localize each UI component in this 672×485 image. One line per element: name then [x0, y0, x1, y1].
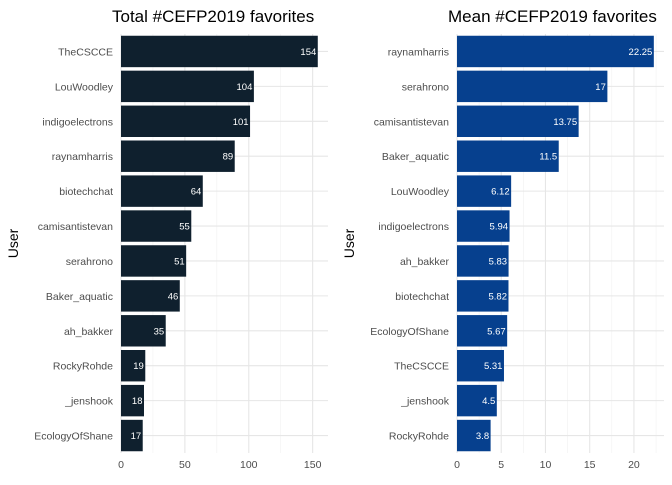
bar	[121, 175, 203, 207]
bar-value-label: 13.75	[553, 117, 577, 128]
bar-value-label: 154	[300, 47, 316, 58]
bar-value-label: 5.94	[490, 222, 509, 233]
bar-value-label: 5.31	[484, 361, 503, 372]
chart-panel-1: 154 TheCSCCE 104 LouWoodley 101 indigoelectro…	[5, 7, 328, 471]
bar-value-label: 89	[223, 152, 234, 163]
bar	[121, 384, 144, 417]
bar	[121, 35, 318, 68]
y-tick-label: EcologyOfShane	[34, 431, 113, 443]
bar-value-label: 6.12	[491, 187, 510, 198]
bar	[457, 280, 509, 312]
x-tick-label: 15	[584, 459, 596, 471]
bar	[457, 70, 608, 103]
bar-value-label: 19	[133, 361, 144, 372]
chart-panel-2: 22.25 raynamharris 17 serahrono 13.75 camisan…	[341, 7, 664, 471]
bar	[457, 35, 654, 68]
bar	[457, 349, 504, 382]
y-tick-label: raynamharris	[388, 46, 449, 58]
x-tick-label: 100	[240, 459, 258, 471]
x-tick-label: 0	[118, 459, 124, 471]
y-tick-label: Baker_aquatic	[382, 151, 449, 163]
bar-value-label: 3.8	[476, 431, 489, 442]
y-tick-label: indigoelectrons	[378, 221, 449, 233]
bar	[121, 105, 251, 138]
bar-value-label: 17	[131, 431, 142, 442]
chart-title: Mean #CEFP2019 favorites	[448, 7, 657, 26]
y-tick-label: LouWoodley	[55, 81, 114, 93]
bar	[121, 210, 192, 242]
x-tick-label: 50	[179, 459, 191, 471]
x-tick-label: 0	[454, 459, 460, 471]
y-tick-label: camisantistevan	[38, 221, 113, 233]
y-tick-label: _jenshook	[64, 396, 114, 408]
bar	[121, 315, 166, 347]
bar	[457, 175, 512, 207]
bar-value-label: 5.83	[489, 256, 508, 267]
bar-value-label: 22.25	[629, 47, 653, 58]
y-tick-label: EcologyOfShane	[370, 326, 449, 338]
bar-value-label: 5.82	[488, 291, 507, 302]
chart-title: Total #CEFP2019 favorites	[112, 7, 314, 26]
bar-value-label: 51	[174, 256, 185, 267]
bar	[457, 210, 510, 242]
y-axis-label: User	[5, 228, 21, 258]
y-tick-label: camisantistevan	[374, 116, 449, 128]
y-tick-label: ah_bakker	[64, 326, 114, 338]
bar-value-label: 35	[154, 326, 165, 337]
y-tick-label: serahrono	[66, 256, 113, 268]
bar-value-label: 101	[233, 117, 249, 128]
y-tick-label: RockyRohde	[53, 361, 113, 373]
y-tick-label: RockyRohde	[389, 431, 449, 443]
y-tick-label: biotechchat	[395, 291, 449, 303]
y-tick-label: ah_bakker	[400, 256, 450, 268]
x-tick-label: 10	[540, 459, 552, 471]
y-tick-label: _jenshook	[400, 396, 450, 408]
bar-value-label: 4.5	[482, 396, 495, 407]
bar-value-label: 55	[179, 222, 190, 233]
bar	[457, 384, 497, 417]
bar	[121, 140, 235, 172]
x-tick-label: 20	[628, 459, 640, 471]
y-tick-label: LouWoodley	[391, 186, 450, 198]
x-tick-label: 5	[498, 459, 504, 471]
bar-value-label: 46	[168, 291, 179, 302]
y-tick-label: TheCSCCE	[394, 361, 449, 373]
bar-value-label: 18	[132, 396, 143, 407]
bar-value-label: 104	[237, 82, 253, 93]
bar	[121, 419, 143, 452]
bar-value-label: 17	[595, 82, 606, 93]
bar-value-label: 64	[191, 187, 202, 198]
bar	[121, 280, 180, 312]
bar	[121, 349, 146, 382]
y-axis-label: User	[341, 228, 357, 258]
bar	[121, 70, 254, 103]
bar-value-label: 11.5	[539, 152, 557, 163]
y-tick-label: indigoelectrons	[42, 116, 113, 128]
bar	[457, 140, 559, 172]
y-tick-label: biotechchat	[59, 186, 113, 198]
y-tick-label: Baker_aquatic	[46, 291, 113, 303]
bar-value-label: 5.67	[487, 326, 506, 337]
y-tick-label: TheCSCCE	[58, 46, 113, 58]
bar	[457, 105, 579, 138]
bar	[457, 315, 508, 347]
x-tick-label: 150	[304, 459, 322, 471]
bar	[457, 245, 509, 277]
bar	[121, 245, 187, 277]
y-tick-label: serahrono	[402, 81, 449, 93]
y-tick-label: raynamharris	[52, 151, 113, 163]
bar	[457, 419, 491, 452]
